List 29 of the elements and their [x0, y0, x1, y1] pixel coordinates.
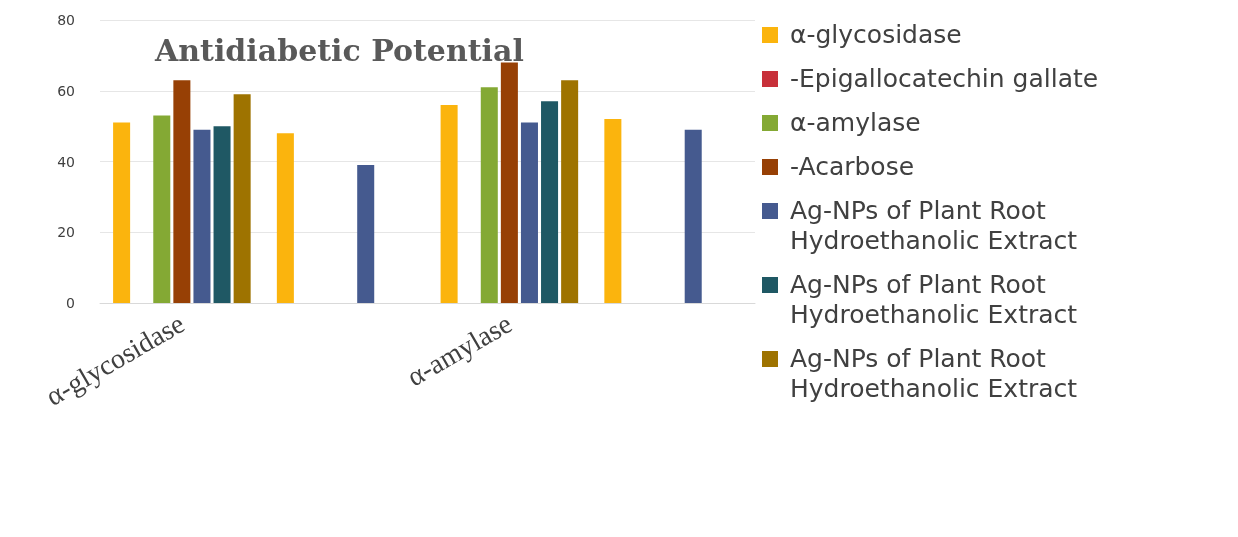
y-tick-label: 20: [57, 224, 75, 241]
bar: [173, 80, 191, 303]
bar: [233, 94, 251, 303]
bar: [684, 129, 702, 303]
bar: [113, 122, 131, 303]
legend-label: α-amylase: [790, 108, 921, 138]
bar: [541, 101, 559, 303]
bar: [193, 129, 211, 303]
y-tick-label: 80: [57, 12, 75, 28]
chart-title: Antidiabetic Potential: [154, 32, 524, 68]
legend-label: Ag-NPs of Plant Root Hydroethanolic Extract: [790, 270, 1079, 330]
legend-label: α-glycosidase: [790, 20, 962, 50]
bar: [440, 104, 458, 303]
legend-label: -Epigallocatechin gallate: [790, 64, 1099, 94]
bar: [276, 133, 294, 303]
bar: [500, 62, 518, 303]
y-tick-label: 60: [57, 82, 75, 99]
bar: [561, 80, 579, 303]
bar: [480, 87, 498, 303]
legend-label: -Acarbose: [790, 152, 915, 182]
bar: [357, 165, 375, 303]
legend-label: Ag-NPs of Plant Root Hydroethanolic Extract: [790, 344, 1079, 404]
y-tick-label: 40: [57, 153, 75, 170]
bar: [153, 115, 171, 303]
y-tick-label: 0: [66, 295, 75, 311]
bar: [604, 119, 622, 303]
bar: [213, 126, 231, 303]
bar: [520, 122, 538, 303]
legend-label: Ag-NPs of Plant Root Hydroethanolic Extract: [790, 196, 1079, 256]
